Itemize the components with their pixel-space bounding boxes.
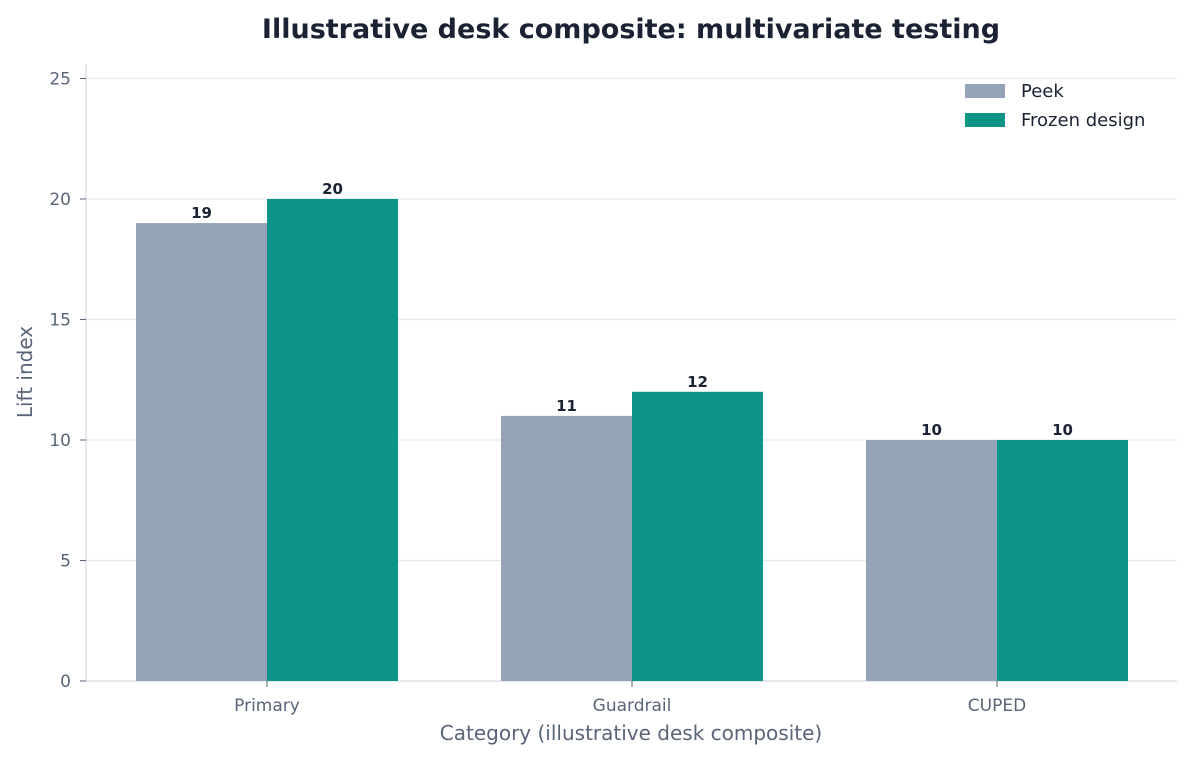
y-tick-label: 25 — [49, 69, 71, 89]
legend-swatch — [965, 84, 1005, 98]
y-tick-label: 0 — [60, 672, 71, 692]
x-tick-label: CUPED — [968, 696, 1026, 716]
x-tick-label: Guardrail — [593, 696, 672, 716]
x-axis-ticks: Primary Guardrail CUPED — [234, 681, 1026, 716]
bars: 19 20 11 12 10 10 — [136, 180, 1128, 681]
bar — [267, 198, 398, 681]
y-tick-label: 10 — [49, 431, 71, 451]
y-tick-label: 15 — [49, 310, 71, 330]
x-tick-label: Primary — [234, 696, 300, 716]
y-tick-label: 5 — [60, 551, 71, 571]
y-tick-label: 20 — [49, 190, 71, 210]
y-axis-label: Lift index — [13, 326, 37, 418]
legend-swatch — [965, 113, 1005, 127]
legend: Peek Frozen design — [965, 81, 1145, 131]
bar — [632, 391, 763, 681]
bar-value-label: 12 — [687, 373, 708, 391]
bar-value-label: 20 — [322, 180, 343, 198]
bar-value-label: 19 — [191, 204, 212, 222]
y-axis-ticks: 0 5 10 15 20 25 — [49, 69, 86, 692]
legend-label: Peek — [1021, 81, 1064, 102]
bar — [997, 439, 1128, 681]
bar — [136, 223, 267, 681]
bar — [866, 439, 997, 681]
chart-title: Illustrative desk composite: multivariat… — [262, 14, 1000, 45]
x-axis-label: Category (illustrative desk composite) — [440, 721, 822, 745]
bar-value-label: 11 — [556, 397, 577, 415]
bar — [501, 415, 632, 681]
bar-value-label: 10 — [1052, 421, 1073, 439]
bar-value-label: 10 — [921, 421, 942, 439]
legend-label: Frozen design — [1021, 110, 1145, 131]
